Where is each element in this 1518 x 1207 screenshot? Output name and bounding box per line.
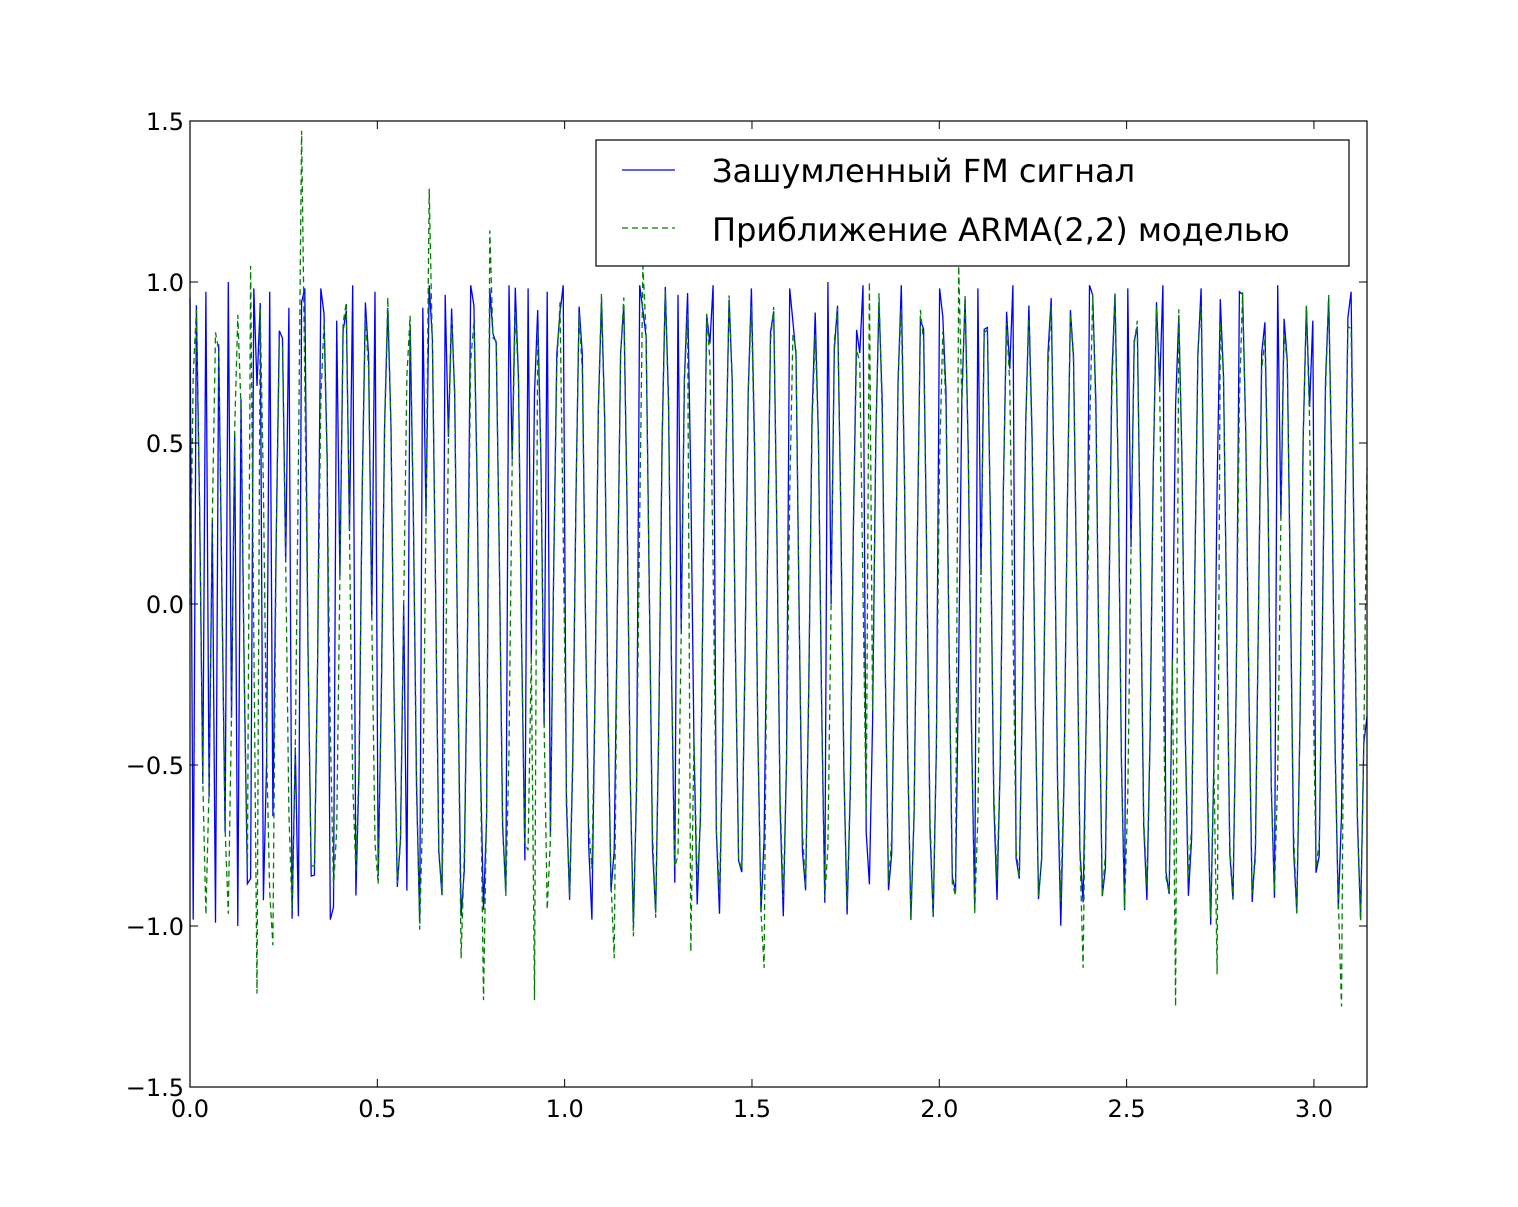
y-tick-label: −1.0 bbox=[126, 913, 184, 941]
plot-area: 0.0 0.5 1.0 1.5 2.0 2.5 3.0 1.5 1.0 0.5 0.0 −0.5 −1.… bbox=[126, 108, 1368, 1123]
x-tick-label: 3.0 bbox=[1295, 1095, 1333, 1123]
series-layer bbox=[189, 130, 1368, 1007]
legend-label-noisy-fm: Зашумленный FM сигнал bbox=[712, 152, 1135, 190]
axes-background bbox=[190, 121, 1367, 1087]
legend: Зашумленный FM сигнал Приближение ARMA(2… bbox=[595, 139, 1350, 267]
legend-box bbox=[595, 139, 1350, 267]
y-tick-label: −1.5 bbox=[126, 1074, 184, 1102]
y-tick-label: 0.0 bbox=[146, 591, 184, 619]
y-tick-label: 1.5 bbox=[146, 108, 184, 136]
ticks-layer: 0.0 0.5 1.0 1.5 2.0 2.5 3.0 1.5 1.0 0.5 0.0 −0.5 −1.… bbox=[126, 108, 1367, 1123]
x-tick-label: 0.5 bbox=[358, 1095, 396, 1123]
series-line-arma bbox=[189, 130, 1368, 1007]
y-tick-label: −0.5 bbox=[126, 752, 184, 780]
x-tick-label: 2.5 bbox=[1108, 1095, 1146, 1123]
y-tick-label: 1.0 bbox=[146, 269, 184, 297]
x-tick-label: 2.0 bbox=[920, 1095, 958, 1123]
y-tick-label: 0.5 bbox=[146, 430, 184, 458]
legend-label-arma: Приближение ARMA(2,2) моделью bbox=[712, 211, 1290, 249]
x-tick-label: 0.0 bbox=[171, 1095, 209, 1123]
x-tick-label: 1.0 bbox=[546, 1095, 584, 1123]
x-tick-label: 1.5 bbox=[733, 1095, 771, 1123]
